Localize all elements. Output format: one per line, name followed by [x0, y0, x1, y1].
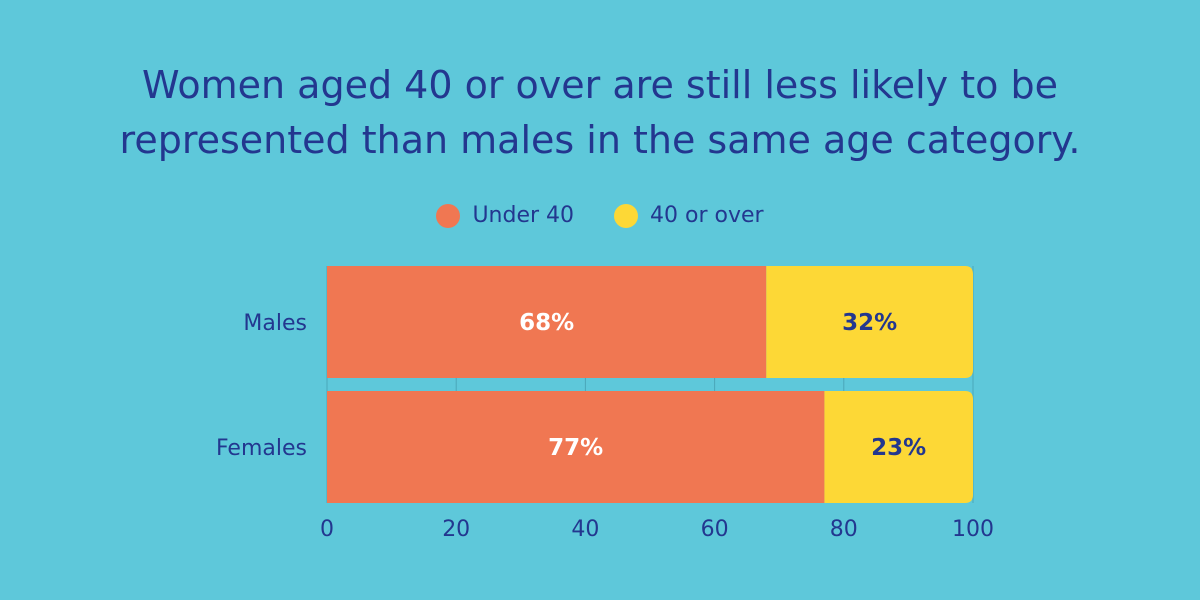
- x-tick-label-2: 40: [571, 517, 599, 542]
- data-label-males-40-or-over: 32%: [842, 310, 897, 336]
- data-label-males-under-40: 68%: [519, 310, 574, 336]
- x-tick-label-5: 100: [952, 517, 994, 542]
- x-tick-label-1: 20: [442, 517, 470, 542]
- data-label-females-under-40: 77%: [548, 435, 603, 461]
- x-tick-label-4: 80: [830, 517, 858, 542]
- category-label-males: Males: [243, 311, 307, 336]
- x-tick-label-3: 60: [701, 517, 729, 542]
- stacked-bar-chart: 68% 32% Males 77% 23% Females 0 20 40 60 80 100: [0, 0, 1200, 600]
- data-label-females-40-or-over: 23%: [871, 435, 926, 461]
- category-label-females: Females: [216, 436, 307, 461]
- x-tick-label-0: 0: [320, 517, 334, 542]
